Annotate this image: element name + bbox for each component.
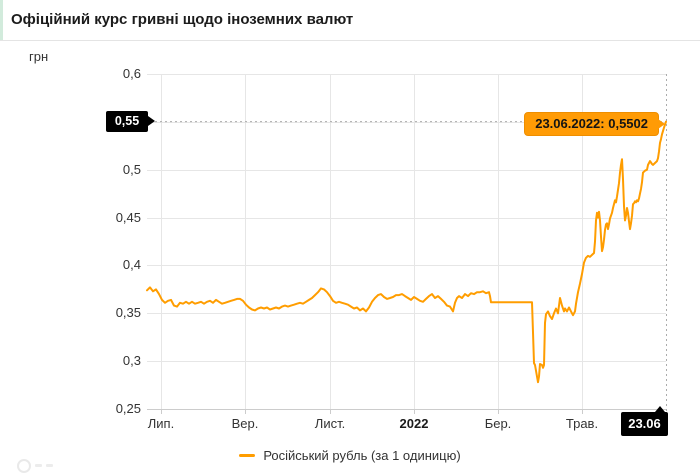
watermark-fragment xyxy=(17,457,77,473)
series-line[interactable] xyxy=(146,120,667,384)
x-tick-label: Лист. xyxy=(314,416,346,431)
header-accent-bar xyxy=(0,0,3,40)
x-tick-label: Трав. xyxy=(565,416,599,431)
y-axis-unit-label: грн xyxy=(29,49,49,64)
x-tick-label: 2022 xyxy=(399,416,429,431)
legend-series-label: Російський рубль (за 1 одиницю) xyxy=(263,447,461,463)
chart-legend[interactable]: Російський рубль (за 1 одиницю) xyxy=(0,445,700,465)
x-tick-label: Вер. xyxy=(231,416,259,431)
y-tick-label: 0,4 xyxy=(122,257,141,273)
chart-header: Офіційний курс гривні щодо іноземних вал… xyxy=(0,0,700,41)
legend-line-swatch-icon xyxy=(239,453,256,457)
y-crosshair-value-marker: 0,55 xyxy=(106,111,155,132)
y-tick-label: 0,6 xyxy=(122,66,141,81)
y-tick-label: 0,3 xyxy=(122,353,141,369)
y-tick-label: 0,45 xyxy=(115,209,141,225)
x-crosshair-date-marker: 23.06 xyxy=(621,406,668,436)
x-tick-label: Бер. xyxy=(484,416,512,431)
y-tick-label: 0,35 xyxy=(115,305,141,321)
watermark-circle-icon xyxy=(17,459,31,473)
data-point-tooltip: 23.06.2022: 0,5502 xyxy=(524,112,665,136)
page-title: Офіційний курс гривні щодо іноземних вал… xyxy=(11,11,354,28)
y-tick-label: 0,25 xyxy=(115,401,141,416)
x-tick-label: Лип. xyxy=(147,416,175,431)
y-tick-label: 0,5 xyxy=(122,161,141,177)
